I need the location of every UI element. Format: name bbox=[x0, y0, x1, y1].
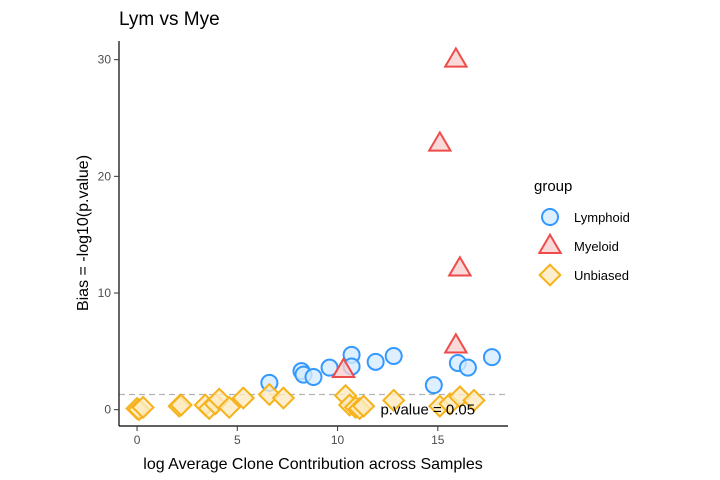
x-tick-label: 10 bbox=[331, 433, 345, 447]
x-tick-label: 15 bbox=[431, 433, 445, 447]
x-tick-label: 0 bbox=[134, 433, 141, 447]
legend-key-unbiased bbox=[538, 263, 562, 287]
legend-item-lymphoid: Lymphoid bbox=[541, 208, 630, 226]
lymphoid-point bbox=[458, 358, 477, 377]
unbiased-point bbox=[207, 387, 232, 411]
legend: group Lymphoid Myeloid Unbiased bbox=[534, 178, 630, 287]
y-axis-title: Bias = -log10(p.value) bbox=[75, 155, 92, 311]
y-tick-label: 20 bbox=[98, 169, 112, 183]
myeloid-point bbox=[443, 332, 469, 354]
lymphoid-point bbox=[424, 376, 443, 395]
myeloid-point bbox=[447, 255, 473, 277]
plot-area: p.value = 0.05 bbox=[119, 46, 508, 422]
unbiased-point bbox=[351, 394, 376, 418]
unbiased-point bbox=[131, 395, 155, 420]
x-tick-label: 5 bbox=[234, 433, 241, 447]
legend-label: Unbiased bbox=[574, 268, 629, 283]
unbiased-point bbox=[231, 386, 256, 410]
y-tick-label: 30 bbox=[98, 53, 112, 67]
unbiased-point bbox=[381, 388, 406, 413]
lymphoid-point bbox=[304, 368, 323, 386]
y-axis-ticks: 0 10 20 30 bbox=[98, 53, 119, 417]
myeloid-point bbox=[443, 46, 469, 68]
x-axis-title: log Average Clone Contribution across Sa… bbox=[143, 456, 482, 473]
unbiased-point bbox=[462, 388, 486, 413]
y-tick-label: 0 bbox=[104, 403, 111, 417]
unbiased-point bbox=[217, 395, 242, 420]
series-lymphoid bbox=[260, 345, 501, 395]
legend-label: Lymphoid bbox=[574, 210, 630, 225]
legend-title: group bbox=[534, 178, 572, 195]
lymphoid-point bbox=[366, 352, 385, 371]
x-axis-ticks: 0 5 10 15 bbox=[134, 426, 445, 447]
series-myeloid bbox=[331, 46, 473, 378]
lymphoid-point bbox=[482, 348, 501, 367]
reference-annotation: p.value = 0.05 bbox=[380, 402, 475, 419]
unbiased-point bbox=[271, 386, 296, 410]
chart-title: Lym vs Mye bbox=[119, 9, 220, 30]
legend-item-unbiased: Unbiased bbox=[538, 263, 629, 287]
y-tick-label: 10 bbox=[98, 286, 112, 300]
legend-label: Myeloid bbox=[574, 239, 619, 254]
legend-key-myeloid bbox=[537, 232, 563, 254]
legend-key-lymphoid bbox=[541, 208, 559, 226]
unbiased-point bbox=[169, 393, 193, 417]
series-unbiased bbox=[125, 382, 486, 422]
myeloid-point bbox=[331, 356, 357, 378]
lymphoid-point bbox=[384, 347, 403, 365]
legend-item-myeloid: Myeloid bbox=[537, 232, 619, 254]
myeloid-point bbox=[427, 130, 453, 152]
